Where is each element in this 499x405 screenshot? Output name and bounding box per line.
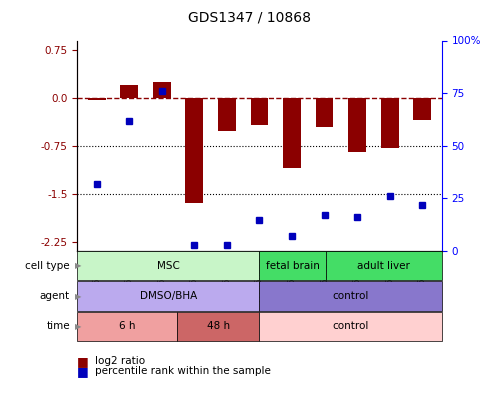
Text: ▶: ▶ xyxy=(75,322,81,331)
Bar xyxy=(250,98,268,125)
Text: time: time xyxy=(46,322,70,331)
Text: log2 ratio: log2 ratio xyxy=(95,356,145,366)
Bar xyxy=(381,98,399,148)
Bar xyxy=(120,85,138,98)
Bar xyxy=(218,98,236,131)
Text: agent: agent xyxy=(40,291,70,301)
Text: control: control xyxy=(332,291,369,301)
Text: percentile rank within the sample: percentile rank within the sample xyxy=(95,367,270,376)
Text: DMSO/BHA: DMSO/BHA xyxy=(140,291,197,301)
Text: ■: ■ xyxy=(77,365,89,378)
Bar xyxy=(315,98,333,127)
Bar xyxy=(186,98,204,203)
Text: control: control xyxy=(332,322,369,331)
Bar xyxy=(88,98,106,100)
Text: 6 h: 6 h xyxy=(119,322,135,331)
Text: MSC: MSC xyxy=(157,261,180,271)
Bar xyxy=(153,82,171,98)
Bar xyxy=(413,98,431,120)
Bar xyxy=(348,98,366,152)
Text: ▶: ▶ xyxy=(75,292,81,301)
Text: adult liver: adult liver xyxy=(357,261,410,271)
Text: 48 h: 48 h xyxy=(207,322,230,331)
Text: fetal brain: fetal brain xyxy=(265,261,319,271)
Bar xyxy=(283,98,301,168)
Text: GDS1347 / 10868: GDS1347 / 10868 xyxy=(188,10,311,24)
Text: ■: ■ xyxy=(77,355,89,368)
Text: cell type: cell type xyxy=(25,261,70,271)
Text: ▶: ▶ xyxy=(75,261,81,270)
